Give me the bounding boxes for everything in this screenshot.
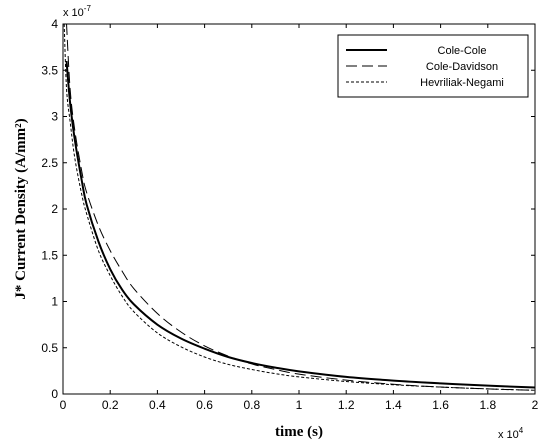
x-tick-label: 0.2 — [102, 398, 119, 412]
y-tick-label: 3 — [51, 110, 58, 124]
x-axis-ticks: 0 0.2 0.4 0.6 0.8 1 1.2 1.4 1.6 1.8 2 — [60, 24, 539, 412]
y-multiplier-label: x 10-7 — [63, 4, 91, 19]
x-multiplier-label: x 104 — [498, 426, 524, 441]
y-multiplier-exponent: -7 — [84, 4, 92, 13]
y-tick-label: 2 — [51, 202, 58, 216]
x-multiplier-base: x 10 — [498, 429, 519, 441]
series-line-cole-davidson — [66, 24, 535, 391]
x-axis-title: time (s) — [275, 424, 323, 440]
x-tick-label: 2 — [532, 398, 539, 412]
y-tick-label: 2.5 — [41, 156, 58, 170]
legend-label: Cole-Davidson — [426, 61, 498, 73]
series-line-hevriliak-negami — [63, 24, 535, 391]
y-multiplier-base: x 10 — [63, 7, 84, 19]
x-tick-label: 1.8 — [479, 398, 496, 412]
x-tick-label: 1.2 — [338, 398, 355, 412]
legend: Cole-Cole Cole-Davidson Hevriliak-Negami — [337, 34, 529, 98]
x-tick-label: 0.6 — [196, 398, 213, 412]
legend-label: Hevriliak-Negami — [420, 77, 504, 89]
y-tick-label: 3.5 — [41, 63, 58, 77]
x-multiplier-exponent: 4 — [519, 426, 524, 435]
legend-items: Cole-Cole Cole-Davidson Hevriliak-Negami — [346, 45, 504, 89]
y-tick-label: 0 — [51, 387, 58, 401]
y-tick-label: 1.5 — [41, 248, 58, 262]
series-line-cole-cole — [65, 60, 535, 389]
y-tick-label: 1 — [51, 295, 58, 309]
x-tick-label: 0.8 — [243, 398, 260, 412]
y-tick-label: 0.5 — [41, 341, 58, 355]
y-axis-title: J* Current Density (A/mm²) — [13, 118, 29, 299]
x-tick-label: 1 — [296, 398, 303, 412]
y-tick-label: 4 — [51, 17, 58, 31]
legend-label: Cole-Cole — [438, 45, 487, 57]
series-layer — [63, 24, 535, 391]
x-tick-label: 1.4 — [385, 398, 402, 412]
x-tick-label: 0.4 — [149, 398, 166, 412]
x-tick-label: 1.6 — [432, 398, 449, 412]
x-tick-label: 0 — [60, 398, 67, 412]
y-axis-ticks: 0 0.5 1 1.5 2 2.5 3 3.5 4 — [41, 17, 535, 401]
